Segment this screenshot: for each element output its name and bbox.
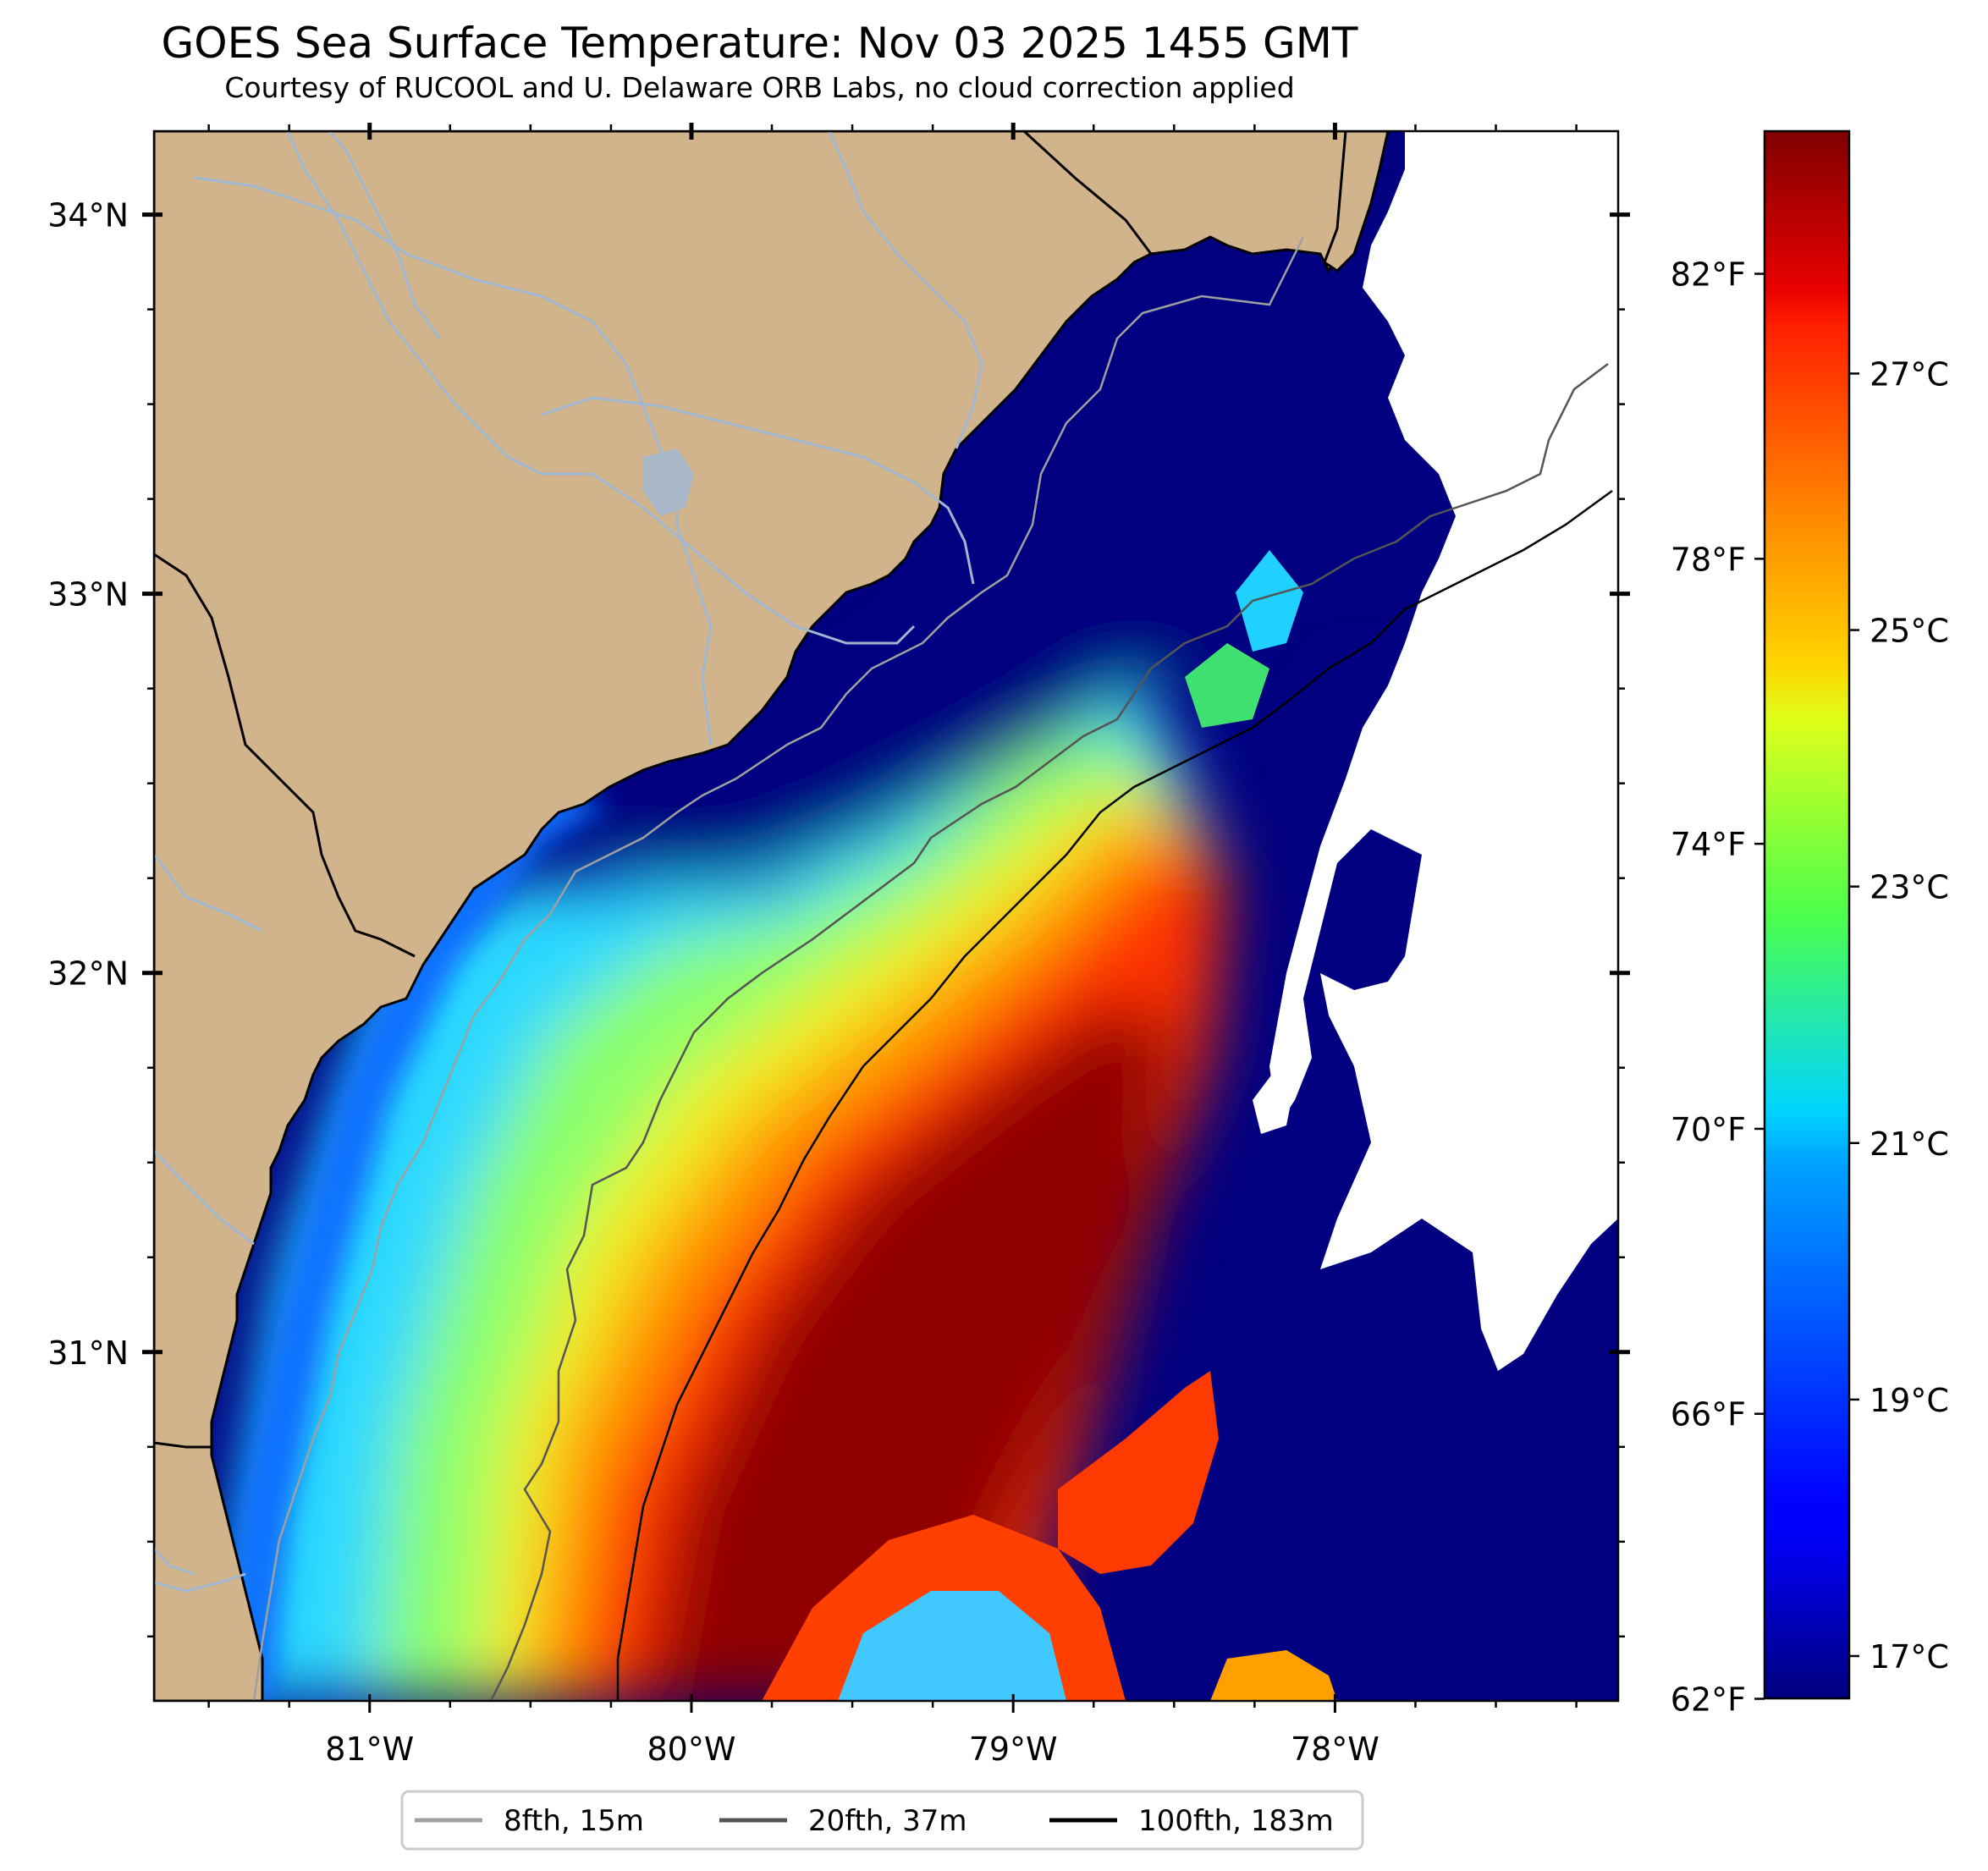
colorbar-c-label: 21°C [1870,1125,1949,1163]
lon-tick-label: 81°W [325,1731,414,1768]
longitude-labels: 81°W 80°W 79°W 78°W [325,1731,1379,1768]
colorbar-celsius-axis: 27°C 25°C 23°C 21°C 19°C 17°C [1849,355,1949,1676]
state-borders [154,131,1153,1449]
lon-tick-label: 78°W [1291,1731,1379,1768]
outer-banks-land [1323,131,1390,272]
contour-100fth [616,489,1613,1701]
lat-tick-label: 33°N [47,576,129,614]
legend-box [400,1790,1364,1851]
map-title: GOES Sea Surface Temperature: Nov 03 202… [161,19,1358,68]
lat-tick-label: 31°N [47,1334,129,1372]
legend-label: 20fth, 37m [808,1804,967,1838]
lon-tick-label: 79°W [969,1731,1058,1768]
colorbar-f-label: 82°F [1671,256,1746,294]
colorbar-f-label: 70°F [1671,1111,1746,1148]
rivers [154,131,983,1593]
map-subtitle: Courtesy of RUCOOL and U. Delaware ORB L… [224,71,1295,104]
colorbar-c-label: 27°C [1870,355,1949,393]
colorbar-f-label: 66°F [1671,1396,1746,1434]
colorbar-fahrenheit-axis: 82°F 78°F 74°F 70°F 66°F 62°F [1671,256,1765,1719]
colorbar-f-label: 78°F [1671,541,1746,578]
sst-filaments [762,550,1337,1701]
map-ticks [142,123,1630,1713]
latitude-labels: 34°N 33°N 32°N 31°N [47,197,129,1372]
contour-20fth [489,363,1609,1701]
legend-label: 8fth, 15m [504,1804,644,1838]
colorbar-c-label: 25°C [1870,613,1949,650]
colorbar [1763,129,1851,1700]
colorbar-f-label: 74°F [1671,826,1746,863]
colorbar-c-label: 17°C [1870,1638,1949,1676]
lat-tick-label: 32°N [47,955,129,993]
lat-tick-label: 34°N [47,197,129,234]
contour-8fth [252,236,1305,1701]
reservoir [643,448,694,516]
bathymetry-contours [252,236,1613,1701]
map-frame [152,129,1620,1703]
land-mass [154,131,1390,1701]
lon-tick-label: 80°W [647,1731,735,1768]
colorbar-c-label: 19°C [1870,1382,1949,1419]
cloud-mask [1253,131,1618,1371]
legend-label: 100fth, 183m [1138,1804,1334,1838]
sst-map [154,131,1618,1701]
colorbar-f-label: 62°F [1671,1681,1746,1719]
contour-legend: 8fth, 15m 20fth, 37m 100fth, 183m [400,1790,1364,1851]
colorbar-c-label: 23°C [1870,869,1949,906]
